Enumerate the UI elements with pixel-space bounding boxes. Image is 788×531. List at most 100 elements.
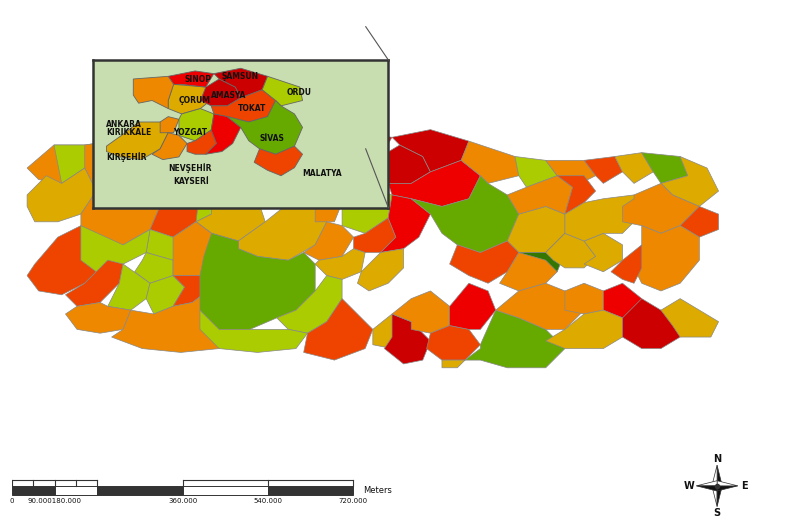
Polygon shape [634,226,699,291]
Polygon shape [557,176,596,214]
Polygon shape [135,253,173,283]
Polygon shape [112,157,173,183]
Polygon shape [717,465,723,486]
Polygon shape [442,360,465,368]
Polygon shape [27,168,96,222]
Polygon shape [519,233,565,272]
Polygon shape [717,481,738,486]
Polygon shape [565,283,604,314]
Polygon shape [545,160,596,187]
Text: ORDU: ORDU [286,88,311,97]
Text: KIRŞEHİR: KIRŞEHİR [106,152,147,162]
Polygon shape [461,141,519,183]
Polygon shape [160,117,179,133]
Polygon shape [680,207,719,237]
Polygon shape [661,157,719,207]
Text: TOKAT: TOKAT [238,104,266,113]
Polygon shape [717,486,738,491]
Polygon shape [500,253,557,291]
Text: 0: 0 [9,498,14,503]
Polygon shape [381,195,430,253]
Polygon shape [152,133,187,160]
Polygon shape [565,195,641,241]
Bar [54,486,97,495]
Text: N: N [713,454,721,464]
Text: ŞAMSUN: ŞAMSUN [222,72,259,81]
Polygon shape [507,176,573,214]
Polygon shape [545,233,596,268]
Polygon shape [179,108,214,141]
Polygon shape [358,249,403,291]
Polygon shape [27,145,84,183]
Polygon shape [392,291,450,333]
Polygon shape [143,160,200,195]
Text: Meters: Meters [363,486,392,495]
Text: NEVŞEHİR: NEVŞEHİR [168,162,212,173]
Polygon shape [327,133,392,157]
Text: 360.000: 360.000 [168,498,197,503]
Polygon shape [373,145,430,183]
Polygon shape [81,226,150,272]
Text: 540.000: 540.000 [254,498,282,503]
Polygon shape [168,84,214,114]
Polygon shape [54,141,112,183]
Polygon shape [697,486,717,491]
Text: YOZGAT: YOZGAT [173,128,208,137]
Polygon shape [200,310,307,353]
Polygon shape [623,183,699,233]
Polygon shape [112,291,250,353]
Polygon shape [327,152,392,195]
Polygon shape [450,283,496,329]
Polygon shape [215,164,246,183]
Text: SINOP: SINOP [184,74,211,83]
Polygon shape [385,314,430,364]
Polygon shape [133,76,173,108]
Polygon shape [450,241,519,283]
Polygon shape [507,207,565,253]
Polygon shape [108,264,150,310]
Polygon shape [303,298,373,360]
Polygon shape [168,71,214,87]
Text: MALATYA: MALATYA [303,168,342,177]
Polygon shape [65,303,131,333]
Polygon shape [255,146,303,176]
Polygon shape [388,160,481,207]
Polygon shape [411,176,519,253]
Polygon shape [661,298,719,337]
Polygon shape [196,172,227,199]
Polygon shape [106,122,168,160]
Polygon shape [342,187,392,233]
Polygon shape [623,298,680,348]
Polygon shape [196,183,266,241]
Polygon shape [238,207,327,260]
Polygon shape [373,314,411,348]
Polygon shape [146,222,211,260]
Polygon shape [200,79,240,106]
Polygon shape [712,486,717,507]
Polygon shape [584,157,623,183]
Text: KAYSERİ: KAYSERİ [173,177,210,186]
Text: SİVAS: SİVAS [259,134,284,143]
Bar [183,486,268,495]
Polygon shape [196,187,211,222]
Polygon shape [584,233,623,272]
Polygon shape [211,90,276,122]
Text: ANKARA: ANKARA [106,120,143,129]
Polygon shape [697,481,717,486]
Polygon shape [227,157,284,199]
Text: KIRIKKALE: KIRIKKALE [106,128,151,137]
Polygon shape [515,157,557,187]
Polygon shape [641,152,688,183]
Polygon shape [150,176,173,195]
Polygon shape [235,145,277,164]
Polygon shape [227,100,303,154]
Bar [268,486,353,495]
Polygon shape [187,130,217,154]
Text: 90.000180.000: 90.000180.000 [28,498,81,503]
Polygon shape [496,283,584,329]
Polygon shape [277,141,346,176]
Polygon shape [84,141,123,191]
Polygon shape [465,310,565,368]
Polygon shape [604,283,641,318]
Polygon shape [65,260,123,306]
